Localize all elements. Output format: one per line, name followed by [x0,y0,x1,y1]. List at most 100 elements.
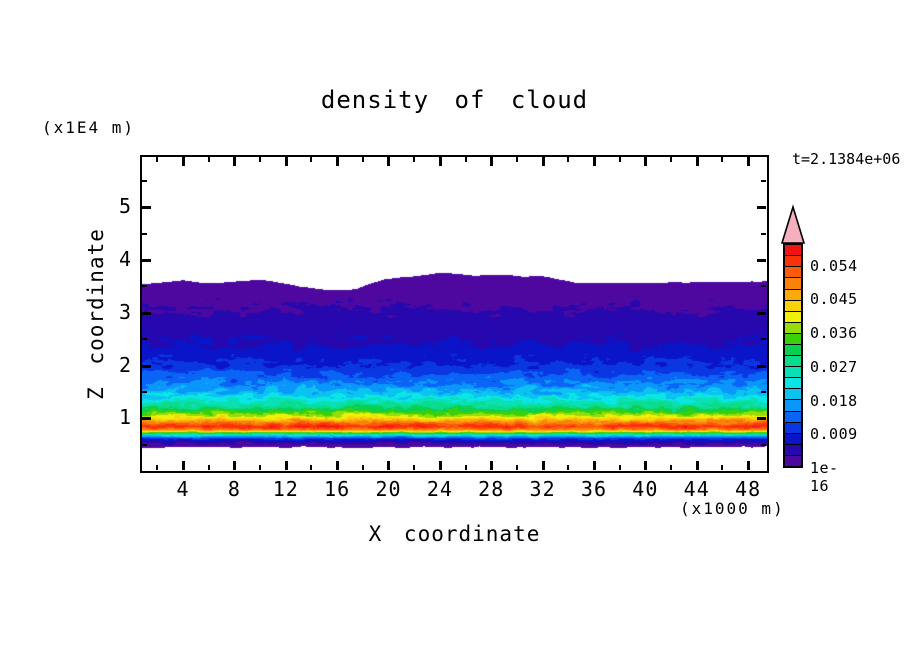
tick-mark [156,157,158,162]
tick-mark [142,233,147,235]
tick-mark [696,157,699,166]
tick-mark [387,461,390,470]
tick-mark [593,461,596,470]
tick-mark [644,461,647,470]
tick-mark [721,157,723,162]
tick-mark [142,206,151,209]
tick-mark [757,312,766,315]
colorbar-cell [785,443,801,455]
y-tick-label: 4 [118,247,132,271]
tick-mark [156,465,158,470]
colorbar-tick-label: 0.036 [810,324,858,342]
tick-mark [721,465,723,470]
colorbar-cell [785,366,801,378]
colorbar-cell [785,377,801,389]
tick-mark [142,338,147,340]
tick-mark [761,233,766,235]
tick-mark [757,417,766,420]
tick-mark [516,157,518,162]
colorbar-tick-label: 0.018 [810,391,858,410]
tick-mark [310,465,312,470]
x-axis-unit-label: (x1000 m) [680,499,785,518]
tick-mark [747,461,750,470]
tick-mark [465,465,467,470]
tick-mark [142,391,147,393]
tick-mark [413,465,415,470]
colorbar-tick-label: 0.054 [810,256,858,275]
x-axis-title: X coordinate [368,522,541,546]
x-tick-label: 28 [478,477,505,501]
tick-mark [439,157,442,166]
tick-mark [259,465,261,470]
tick-mark [259,157,261,162]
colorbar-cell [785,432,801,444]
tick-mark [142,365,151,368]
tick-mark [310,157,312,162]
tick-mark [670,465,672,470]
colorbar-cell [785,266,801,278]
colorbar-cell [785,388,801,400]
tick-mark [233,461,236,470]
colorbar-cell [785,410,801,422]
tick-mark [490,461,493,470]
tick-mark [285,157,288,166]
x-tick-label: 40 [632,477,659,501]
tick-mark [542,157,545,166]
tick-mark [387,157,390,166]
x-tick-label: 12 [272,477,299,501]
colorbar-cell [785,245,801,256]
tick-mark [336,461,339,470]
colorbar-tick-label: 0.027 [810,357,858,376]
tick-mark [142,444,147,446]
y-tick-label: 1 [118,405,132,430]
page-title: density of cloud [320,86,589,114]
tick-mark [761,338,766,340]
tick-mark [757,365,766,368]
colorbar-tick-label: 0.009 [810,425,858,444]
colorbar-cell [785,343,801,356]
tick-mark [542,461,545,470]
tick-mark [182,461,185,470]
x-tick-label: 44 [683,477,710,501]
x-tick-label: 24 [426,477,453,501]
colorbar-cell [785,399,801,411]
y-tick-label: 2 [118,352,132,377]
colorbar-cell [785,255,801,267]
tick-mark [670,157,672,162]
x-tick-label: 36 [580,477,608,501]
plot-frame [140,155,769,473]
tick-mark [142,259,151,262]
tick-mark [465,157,467,162]
colorbar-tick-label: 1e-16 [810,459,839,495]
colorbar-cell [785,332,801,344]
tick-mark [208,157,210,162]
tick-mark [142,180,147,182]
tick-mark [567,157,569,162]
x-tick-label: 20 [375,477,402,501]
tick-mark [439,461,442,470]
y-axis-unit-label: (x1E4 m) [42,118,136,137]
time-annotation: t=2.1384e+06 [792,150,901,168]
tick-mark [619,157,621,162]
tick-mark [516,465,518,470]
tick-mark [644,157,647,166]
x-tick-label: 48 [735,477,762,501]
colorbar [783,243,803,468]
x-tick-label: 32 [529,477,556,501]
tick-mark [208,465,210,470]
tick-mark [747,157,750,166]
tick-mark [142,285,147,287]
x-tick-label: 16 [324,477,351,501]
tick-mark [142,312,151,315]
y-axis-title: Z coordinate [84,228,108,400]
colorbar-cell [785,277,801,289]
tick-mark [285,461,288,470]
tick-mark [696,461,699,470]
tick-mark [761,391,766,393]
colorbar-tick-label: 0.045 [810,290,858,309]
colorbar-cell [785,355,801,367]
tick-mark [362,465,364,470]
tick-mark [362,157,364,162]
colorbar-overflow-arrow [780,204,806,244]
